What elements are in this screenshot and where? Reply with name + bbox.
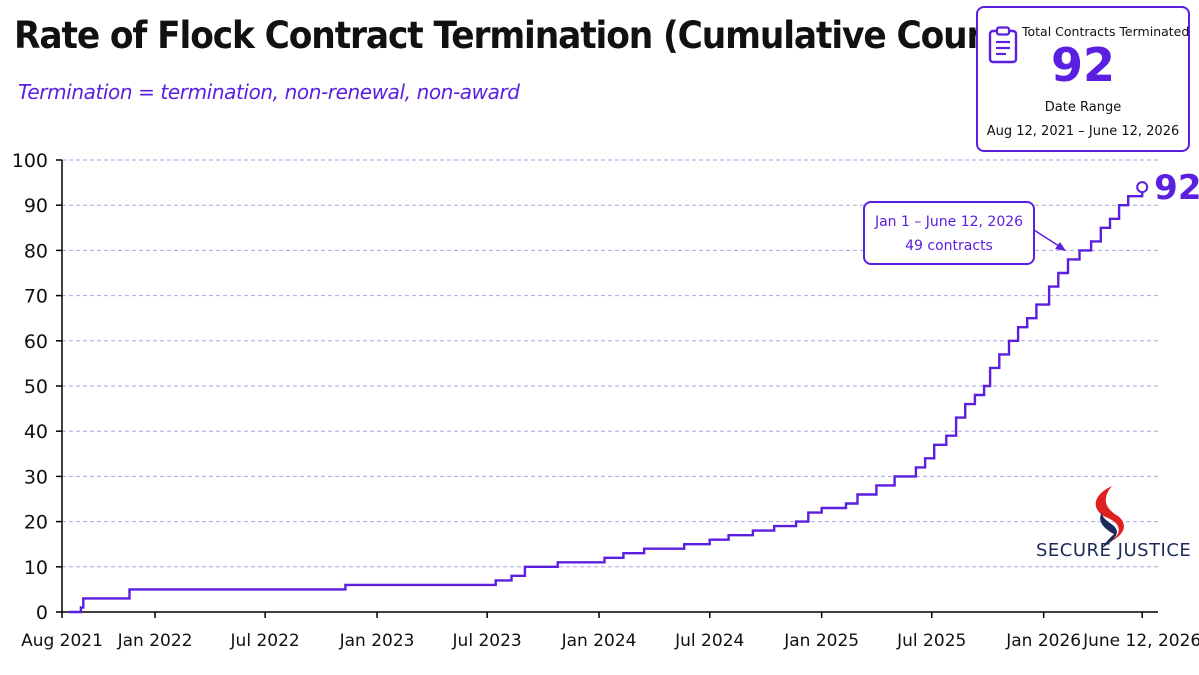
date-range-value: Aug 12, 2021 – June 12, 2026 — [986, 124, 1180, 139]
y-tick-label: 10 — [24, 557, 48, 579]
stat-value: 92 — [1050, 38, 1115, 92]
logo-text: SECURE JUSTICE — [1036, 540, 1192, 561]
y-tick-label: 0 — [36, 602, 48, 624]
x-tick-label: Jul 2025 — [896, 631, 966, 651]
y-tick-label: 30 — [24, 466, 48, 488]
clipboard-icon — [988, 26, 1018, 64]
chart-subtitle: Termination = termination, non-renewal, … — [18, 80, 520, 104]
stat-card: Total Contracts Terminated 92 Date Range… — [976, 6, 1190, 152]
annotation-arrowhead — [1055, 242, 1066, 251]
x-tick-label: Jan 2026 — [1005, 631, 1081, 651]
x-tick-label: Jan 2023 — [339, 631, 415, 651]
y-tick-label: 80 — [24, 240, 48, 262]
date-range-label: Date Range — [1044, 100, 1122, 115]
y-tick-label: 40 — [24, 421, 48, 443]
x-tick-label: Jan 2024 — [561, 631, 637, 651]
x-tick-label: Jul 2022 — [230, 631, 300, 651]
endpoint-marker — [1136, 181, 1149, 194]
x-tick-label: Jul 2023 — [452, 631, 522, 651]
stat-label: Total Contracts Terminated — [1022, 24, 1190, 39]
annotation-arrow — [1033, 229, 1063, 249]
annotation-line2: 49 contracts — [905, 238, 993, 254]
secure-justice-logo — [1095, 486, 1124, 548]
annotation-line1: Jan 1 – June 12, 2026 — [874, 214, 1023, 230]
x-tick-label: Jul 2024 — [674, 631, 744, 651]
x-tick-label: June 12, 2026 — [1082, 631, 1199, 651]
y-tick-label: 70 — [24, 286, 48, 308]
y-tick-label: 100 — [12, 150, 48, 172]
y-tick-label: 90 — [24, 195, 48, 217]
series-line — [68, 187, 1144, 614]
endpoint-label: 92 — [1154, 168, 1199, 208]
x-tick-label: Jan 2025 — [783, 631, 859, 651]
y-tick-label: 60 — [24, 331, 48, 353]
x-tick-label: Jan 2022 — [117, 631, 193, 651]
y-tick-label: 50 — [24, 376, 48, 398]
chart-title: Rate of Flock Contract Termination (Cumu… — [14, 14, 1021, 57]
x-tick-label: Aug 2021 — [21, 631, 103, 651]
annotation-box — [863, 201, 1035, 265]
y-tick-label: 20 — [24, 512, 48, 534]
